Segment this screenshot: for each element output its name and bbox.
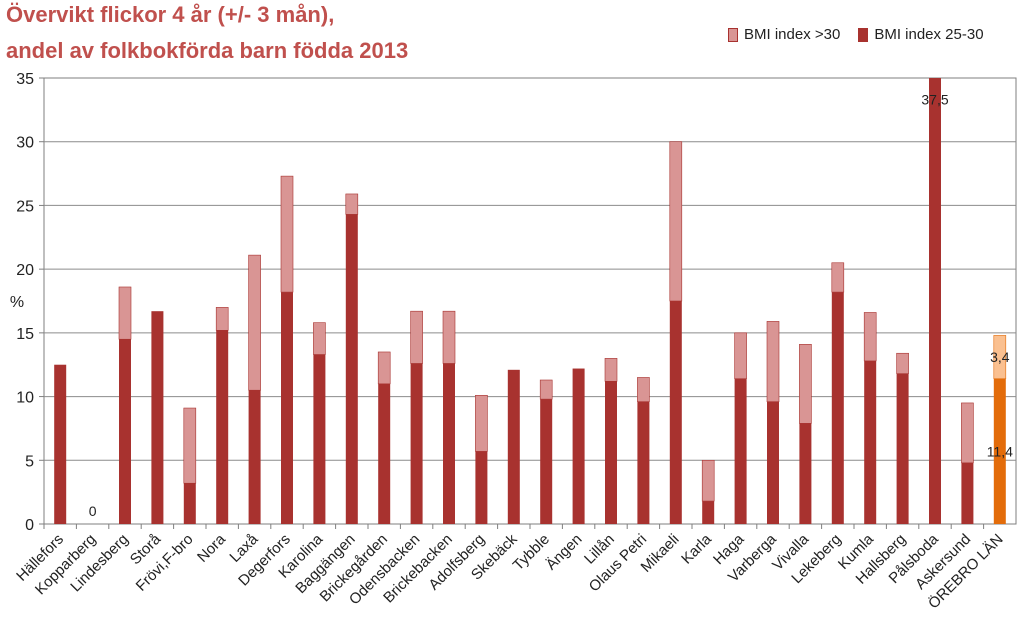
y-tick-label: 25 — [16, 198, 34, 215]
bar-bmi-25-30 — [345, 214, 358, 524]
bar-bmi-25-30 — [443, 363, 455, 524]
data-label: 3,4 — [990, 349, 1010, 365]
y-tick-label: 30 — [16, 135, 34, 152]
bar-bmi-25-30 — [799, 423, 812, 524]
bar-bmi-over-30 — [313, 322, 326, 355]
bar-bmi-25-30 — [767, 401, 779, 524]
x-tick-label: Karla — [678, 530, 715, 567]
bar-bmi-25-30 — [540, 399, 553, 524]
bar-bmi-over-30 — [669, 141, 683, 302]
bar-bmi-25-30 — [119, 339, 131, 524]
bar-bmi-over-30 — [701, 459, 715, 502]
data-label: 37,5 — [921, 91, 948, 107]
data-label: 11,4 — [987, 443, 1013, 459]
bar-bmi-over-30 — [410, 310, 423, 364]
legend-swatch-bmi-over-30 — [728, 27, 738, 42]
bar-bmi-over-30 — [215, 307, 229, 331]
bar-bmi-over-30 — [766, 321, 780, 402]
x-tick-label: Tybble — [510, 531, 553, 574]
x-tick-label: Ängen — [543, 531, 586, 574]
bar-bmi-25-30 — [864, 360, 877, 524]
bar-bmi-25-30 — [961, 462, 974, 524]
legend-swatch-bmi-25-30 — [858, 27, 869, 42]
legend-label-bmi-over-30: BMI index >30 — [744, 26, 841, 43]
data-label: 0 — [89, 503, 97, 519]
bar-bmi-over-30 — [799, 344, 812, 424]
bar-bmi-over-30 — [831, 262, 845, 293]
y-tick-label: 15 — [16, 326, 34, 343]
bar-bmi-over-30 — [118, 286, 132, 340]
bar-bmi-over-30 — [961, 402, 974, 464]
y-axis-label: % — [10, 294, 24, 311]
y-tick-label: 20 — [16, 262, 34, 279]
legend-label-bmi-25-30: BMI index 25-30 — [874, 26, 984, 43]
bar-bmi-25-30 — [669, 301, 682, 524]
bar-bmi-over-30 — [183, 407, 197, 484]
bar-bmi-over-30 — [604, 358, 618, 382]
bar-bmi-25-30 — [993, 378, 1006, 524]
bar-bmi-over-30 — [863, 312, 877, 362]
bar-bmi-25-30 — [183, 483, 196, 524]
bar-bmi-over-30 — [637, 377, 650, 402]
chart-legend: BMI index >30 BMI index 25-30 — [728, 26, 984, 43]
bar-bmi-over-30 — [280, 175, 294, 293]
bar-bmi-25-30 — [151, 311, 164, 524]
bar-bmi-25-30 — [378, 383, 391, 524]
bar-bmi-25-30 — [896, 373, 909, 524]
bar-bmi-25-30 — [605, 381, 617, 524]
legend-item-bmi-25-30: BMI index 25-30 — [858, 26, 984, 43]
bar-bmi-over-30 — [377, 351, 391, 385]
bar-bmi-25-30 — [54, 364, 67, 524]
bar-bmi-25-30 — [216, 330, 229, 524]
bar-bmi-25-30 — [507, 369, 520, 524]
bar-bmi-over-30 — [734, 332, 747, 380]
bar-bmi-25-30 — [831, 292, 844, 524]
y-tick-label: 5 — [25, 453, 34, 470]
bar-bmi-25-30 — [637, 401, 650, 524]
bar-bmi-25-30 — [313, 354, 326, 524]
bar-bmi-25-30 — [734, 378, 747, 524]
bar-bmi-25-30 — [475, 451, 488, 524]
x-tick-label: Nora — [194, 530, 229, 565]
y-tick-label: 10 — [16, 390, 34, 407]
bar-bmi-over-30 — [248, 254, 261, 391]
bar-bmi-over-30 — [896, 352, 909, 374]
bar-bmi-25-30 — [410, 363, 423, 524]
bar-bmi-over-30 — [475, 394, 488, 452]
bar-bmi-over-30 — [345, 193, 359, 215]
bar-bmi-25-30 — [572, 368, 585, 524]
bar-bmi-over-30 — [993, 335, 1007, 380]
chart-title-line2: andel av folkbokförda barn födda 2013 — [6, 38, 409, 63]
legend-item-bmi-over-30: BMI index >30 — [728, 26, 840, 43]
bar-bmi-over-30 — [442, 310, 456, 364]
bar-bmi-over-30 — [539, 379, 553, 400]
y-tick-label: 35 — [16, 71, 34, 88]
y-tick-label: 0 — [25, 517, 34, 534]
bar-bmi-25-30 — [702, 501, 715, 524]
bar-bmi-25-30 — [281, 292, 293, 524]
bar-bmi-25-30 — [929, 78, 941, 524]
bar-bmi-25-30 — [248, 390, 261, 524]
chart-title-line1: Övervikt flickor 4 år (+/- 3 mån), — [6, 2, 335, 27]
